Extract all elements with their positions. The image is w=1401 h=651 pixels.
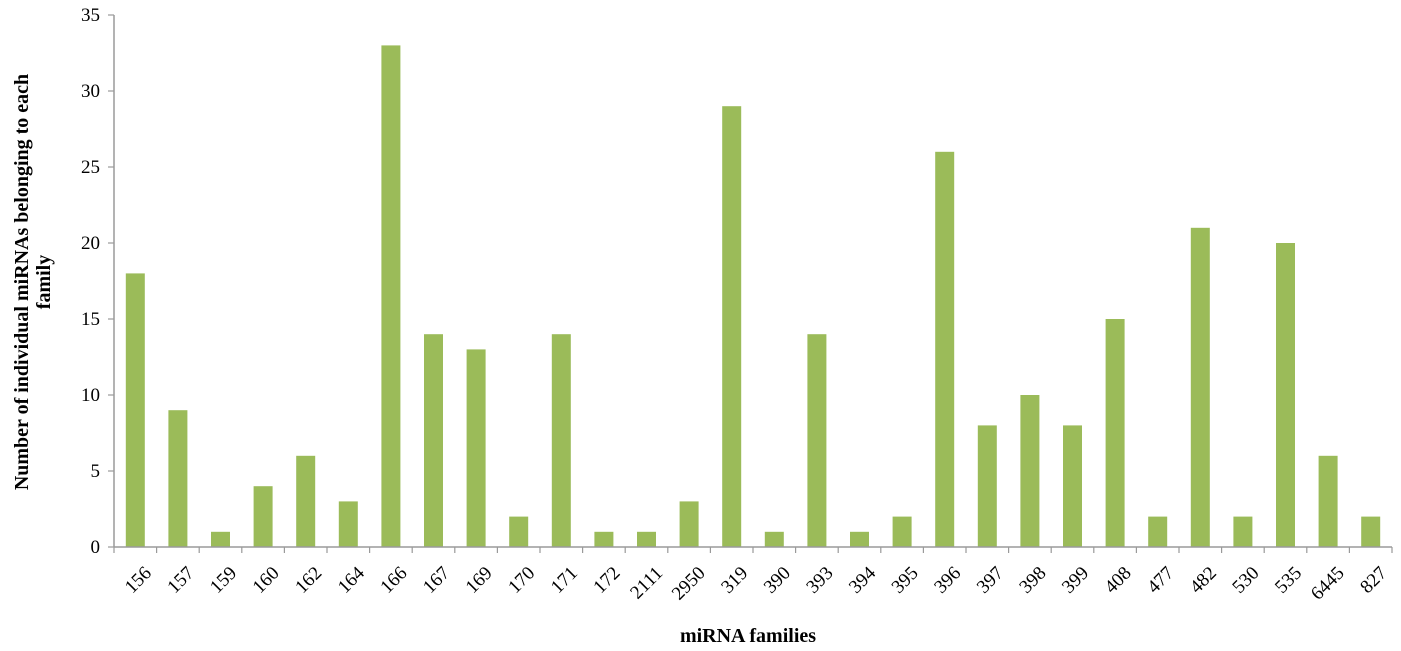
bar-171	[552, 334, 571, 547]
x-tick-label: 408	[1101, 563, 1136, 598]
bar-408	[1106, 319, 1125, 547]
bar-390	[765, 532, 784, 547]
y-tick-label: 20	[81, 233, 100, 254]
bar-160	[254, 486, 273, 547]
bar-530	[1233, 517, 1252, 547]
x-tick-label: 394	[845, 562, 880, 597]
y-tick-label: 25	[81, 157, 100, 178]
bar-172	[594, 532, 613, 547]
x-tick-label: 398	[1015, 563, 1050, 598]
x-tick-label: 2111	[626, 563, 667, 604]
x-tick-label: 172	[589, 563, 624, 598]
x-tick-label: 530	[1228, 563, 1263, 598]
x-tick-label: 171	[547, 563, 582, 598]
x-tick-label: 397	[973, 563, 1008, 598]
bar-395	[893, 517, 912, 547]
bar-162	[296, 456, 315, 547]
bar-series	[126, 45, 1380, 547]
x-tick-label: 535	[1271, 563, 1306, 598]
y-axis: 0 5 10 15 20 25 30 35	[81, 5, 114, 558]
x-tick-label: 167	[419, 563, 454, 598]
y-axis-title-line-1: Number of individual miRNAs belonging to…	[11, 74, 33, 490]
bar-167	[424, 334, 443, 547]
y-axis-title: Number of individual miRNAs belonging to…	[11, 74, 55, 490]
x-tick-label: 396	[930, 563, 965, 598]
x-tick-label: 166	[376, 563, 411, 598]
y-tick-label: 0	[91, 537, 101, 558]
bar-156	[126, 273, 145, 547]
x-axis-title: miRNA families	[680, 625, 816, 647]
bar-319	[722, 106, 741, 547]
bar-394	[850, 532, 869, 547]
x-tick-label: 399	[1058, 563, 1093, 598]
bar-477	[1148, 517, 1167, 547]
x-tick-label: 319	[717, 563, 752, 598]
x-tick-label: 162	[291, 563, 326, 598]
bar-169	[467, 349, 486, 547]
y-tick-label: 35	[81, 5, 100, 26]
bar-397	[978, 425, 997, 547]
bar-159	[211, 532, 230, 547]
x-tick-label: 390	[760, 563, 795, 598]
x-tick-label: 393	[802, 563, 837, 598]
bar-166	[381, 45, 400, 547]
bar-396	[935, 152, 954, 547]
x-tick-label: 827	[1356, 563, 1391, 598]
x-tick-label: 477	[1143, 563, 1178, 598]
bar-2111	[637, 532, 656, 547]
x-tick-label: 395	[888, 563, 923, 598]
y-tick-label: 10	[81, 385, 100, 406]
bar-6445	[1319, 456, 1338, 547]
x-axis: 156 157 159 160 162 164 166 167 169 170 171 172 2111…	[114, 547, 1392, 604]
x-tick-label: 164	[334, 562, 369, 597]
x-tick-label: 2950	[668, 563, 710, 605]
bar-157	[168, 410, 187, 547]
y-tick-label: 15	[81, 309, 100, 330]
bar-399	[1063, 425, 1082, 547]
bar-164	[339, 501, 358, 547]
y-tick-label: 5	[91, 461, 101, 482]
y-tick-label: 30	[81, 81, 100, 102]
y-axis-title-line-2: family	[33, 255, 55, 309]
bar-482	[1191, 228, 1210, 547]
bar-2950	[680, 501, 699, 547]
bar-170	[509, 517, 528, 547]
x-tick-label: 157	[163, 563, 198, 598]
x-tick-label: 170	[504, 563, 539, 598]
x-tick-label: 159	[206, 563, 241, 598]
bar-827	[1361, 517, 1380, 547]
x-tick-label: 482	[1186, 563, 1221, 598]
x-tick-label: 6445	[1307, 563, 1349, 605]
bar-393	[807, 334, 826, 547]
x-tick-label: 169	[462, 563, 497, 598]
x-tick-label: 160	[249, 563, 284, 598]
bar-398	[1020, 395, 1039, 547]
bar-535	[1276, 243, 1295, 547]
x-tick-label: 156	[121, 563, 156, 598]
